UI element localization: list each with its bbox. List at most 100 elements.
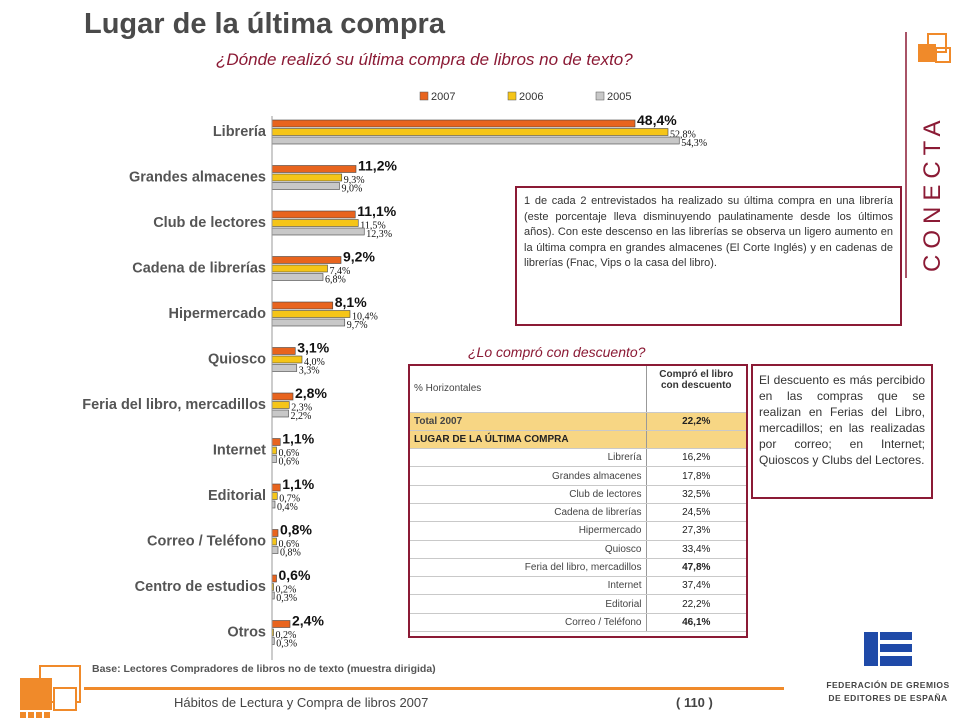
data-label-2006: 0,2% — [276, 630, 297, 641]
librerias-note: 1 de cada 2 entrevistados ha realizado s… — [515, 186, 902, 326]
bar-2005 — [271, 273, 324, 281]
category-label: Hipermercado — [168, 306, 266, 322]
data-label-2005: 0,4% — [277, 502, 298, 513]
data-label-2006: 2,3% — [291, 403, 312, 414]
table-row: Librería 16,2% — [410, 448, 746, 468]
data-label-2007: 48,4% — [637, 112, 677, 128]
conecta-text: CONECTA — [919, 114, 946, 272]
row-label: Grandes almacenes — [410, 466, 646, 486]
bar-chart: 2007 2006 2005 Librería 48,4% 52,8%54,3% Grand… — [82, 91, 707, 660]
row-value: 32,5% — [645, 485, 746, 504]
federacion-line1: FEDERACIÓN DE GREMIOS — [826, 680, 950, 690]
data-label-2006: 0,6% — [279, 539, 300, 550]
data-label-2006: 4,0% — [304, 357, 325, 368]
category-label: Feria del libro, mercadillos — [82, 397, 266, 413]
total-value: 22,2% — [645, 412, 746, 431]
bar-2005 — [271, 136, 680, 145]
total-label: Total 2007 — [410, 412, 646, 431]
discount-rows: Librería 16,2% Grandes almacenes 17,8% Club … — [410, 448, 746, 633]
data-label-2007: 2,8% — [295, 385, 327, 401]
legend-swatch-2006 — [507, 91, 517, 101]
data-label-2005: 12,3% — [366, 229, 392, 240]
table-row: Grandes almacenes 17,8% — [410, 466, 746, 486]
data-label-2005: 0,3% — [276, 639, 297, 650]
section-row: LUGAR DE LA ÚLTIMA COMPRA — [410, 430, 746, 450]
bar-2006 — [271, 264, 328, 273]
bar-2007 — [271, 210, 356, 219]
legend-label-2005: 2005 — [607, 91, 631, 103]
data-label-2007: 0,8% — [280, 522, 312, 538]
federacion-emblem-icon — [862, 630, 914, 668]
row-label: Quiosco — [410, 540, 646, 559]
bar-2005 — [271, 364, 298, 372]
row-value: 33,4% — [645, 540, 746, 559]
legend-label-2007: 2007 — [431, 91, 455, 103]
bar-2006 — [271, 446, 277, 455]
bar-2006 — [271, 492, 278, 500]
data-label-2006: 10,4% — [352, 312, 378, 323]
row-value: 47,8% — [645, 558, 746, 578]
data-label-2005: 2,2% — [291, 411, 312, 422]
data-label-2005: 54,3% — [681, 138, 707, 149]
data-label-2005: 9,7% — [347, 320, 368, 331]
row-label: Internet — [410, 576, 646, 596]
header-right: Compró el libro con descuento — [645, 366, 746, 413]
legend-swatch-2007 — [419, 91, 429, 101]
bar-2006 — [271, 401, 290, 409]
bar-2007 — [271, 347, 296, 355]
data-label-2006: 11,5% — [360, 221, 385, 232]
category-label: Centro de estudios — [135, 579, 266, 595]
data-label-2005: 6,8% — [325, 275, 346, 286]
discount-table: % Horizontales Compró el libro con descu… — [408, 364, 748, 638]
data-label-2007: 8,1% — [335, 294, 367, 310]
data-label-2007: 2,4% — [292, 613, 324, 629]
row-label: Correo / Teléfono — [410, 613, 646, 633]
federacion-line2: DE EDITORES DE ESPAÑA — [828, 693, 948, 703]
bar-2007 — [271, 620, 291, 628]
bar-2005 — [271, 409, 289, 418]
total-row: Total 2007 22,2% — [410, 412, 746, 431]
row-label: Hipermercado — [410, 521, 646, 541]
bar-2007 — [271, 574, 277, 583]
data-label-2005: 9,0% — [342, 184, 363, 195]
row-value: 27,3% — [645, 521, 746, 541]
category-label: Cadena de librerías — [132, 261, 266, 277]
category-label: Internet — [213, 443, 266, 459]
section-label: LUGAR DE LA ÚLTIMA COMPRA — [410, 430, 646, 450]
footer-text: Hábitos de Lectura y Compra de libros 20… — [174, 695, 429, 710]
data-label-2007: 0,6% — [279, 567, 311, 583]
bar-2007 — [271, 119, 636, 128]
data-label-2007: 1,1% — [282, 476, 314, 492]
table-row: Quiosco 33,4% — [410, 540, 746, 559]
bar-2006 — [271, 128, 669, 136]
row-value: 22,2% — [645, 594, 746, 614]
row-value: 46,1% — [645, 613, 746, 633]
table-row: Feria del libro, mercadillos 47,8% — [410, 558, 746, 578]
row-value: 37,4% — [645, 576, 746, 596]
bar-2005 — [271, 182, 340, 190]
row-value: 24,5% — [645, 503, 746, 523]
table-row: Internet 37,4% — [410, 576, 746, 596]
category-label: Librería — [213, 124, 267, 140]
bar-2007 — [271, 392, 294, 401]
bar-2007 — [271, 529, 279, 537]
data-label-2007: 11,1% — [357, 203, 396, 219]
page-number: ( 110 ) — [676, 695, 713, 710]
row-value: 17,8% — [645, 466, 746, 486]
table-row: Correo / Teléfono 46,1% — [410, 613, 746, 633]
data-label-2005: 0,8% — [280, 548, 301, 559]
bar-2006 — [271, 219, 359, 227]
bar-2006 — [271, 310, 351, 318]
header-left: % Horizontales — [410, 366, 646, 413]
data-label-2006: 0,6% — [279, 448, 300, 459]
data-label-2007: 1,1% — [282, 431, 314, 447]
data-label-2007: 3,1% — [297, 340, 329, 356]
data-label-2007: 11,2% — [358, 158, 397, 174]
bar-2005 — [271, 318, 346, 327]
category-label: Club de lectores — [153, 215, 266, 231]
bar-2005 — [271, 455, 277, 463]
row-label: Club de lectores — [410, 485, 646, 504]
page-title: Lugar de la última compra — [84, 8, 445, 40]
table-row: Club de lectores 32,5% — [410, 485, 746, 504]
category-label: Editorial — [208, 488, 266, 504]
